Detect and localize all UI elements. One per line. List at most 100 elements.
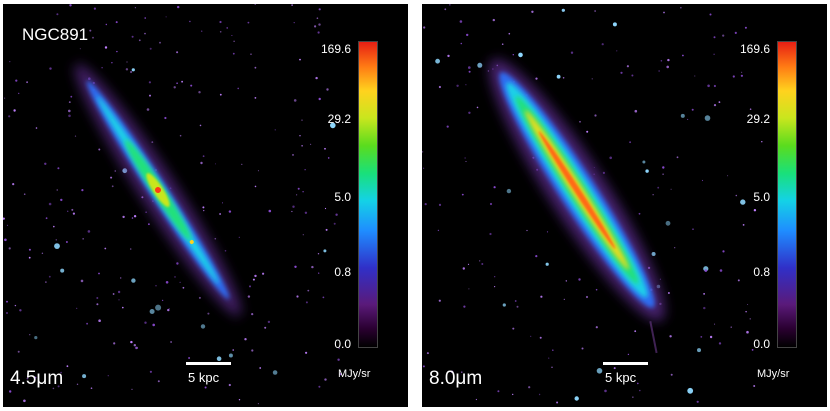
star-point: [111, 62, 113, 64]
star-point: [663, 11, 665, 14]
star-point: [251, 313, 254, 316]
star-point: [144, 32, 146, 35]
star-point: [6, 312, 8, 314]
star-point: [657, 186, 660, 189]
star-point: [79, 48, 81, 50]
star-point: [216, 356, 222, 362]
star-point: [249, 285, 251, 288]
star-point: [468, 111, 471, 115]
star-point: [293, 22, 295, 24]
star-point: [134, 7, 136, 9]
star-point: [501, 43, 504, 45]
star-point: [305, 301, 308, 304]
star-point: [66, 365, 69, 368]
star-point: [173, 86, 176, 89]
star-point: [696, 400, 699, 403]
star-point: [98, 148, 101, 151]
star-point: [238, 399, 241, 401]
star-point: [626, 65, 629, 68]
star-point: [669, 335, 672, 338]
star-point: [57, 167, 60, 170]
colorbar: [777, 41, 797, 348]
star-point: [131, 217, 134, 219]
star-point: [14, 304, 17, 307]
star-point: [12, 183, 15, 186]
star-point: [556, 401, 559, 404]
star-point: [35, 127, 38, 129]
star-point: [494, 286, 496, 288]
star-point: [639, 389, 641, 392]
star-point: [326, 88, 329, 91]
star-point: [90, 387, 93, 390]
star-point: [438, 85, 441, 89]
star-point: [26, 377, 29, 380]
star-point: [57, 385, 60, 388]
star-point: [324, 207, 327, 210]
star-point: [732, 75, 735, 78]
star-point: [115, 21, 118, 24]
star-point: [694, 75, 696, 77]
star-point: [601, 43, 604, 46]
star-point: [730, 326, 732, 328]
star-point: [49, 67, 52, 70]
star-point: [314, 25, 317, 28]
object-name-label: NGC891: [22, 25, 89, 44]
star-point: [116, 50, 118, 53]
star-point: [122, 215, 125, 219]
star-point: [740, 74, 743, 77]
star-point: [609, 156, 612, 160]
star-point: [228, 383, 231, 387]
star-point: [535, 255, 538, 258]
star-point: [23, 193, 26, 195]
star-point: [512, 54, 514, 56]
star-point: [272, 370, 278, 375]
star-point: [19, 309, 22, 312]
star-point: [244, 338, 247, 341]
star-point: [613, 367, 616, 370]
star-point: [207, 312, 210, 315]
star-point: [680, 7, 682, 9]
star-point: [56, 13, 59, 16]
star-point: [93, 7, 96, 10]
star-point: [318, 23, 321, 26]
colorbar-tick-min: 0.0: [753, 337, 770, 351]
star-point: [481, 263, 484, 265]
star-point: [23, 399, 26, 403]
star-point: [294, 265, 297, 268]
star-point: [642, 160, 646, 164]
star-point: [148, 81, 151, 84]
star-point: [181, 80, 184, 83]
star-point: [176, 82, 178, 84]
star-point: [86, 322, 88, 325]
star-point: [753, 385, 756, 387]
star-point: [545, 262, 549, 266]
colorbar-unit: MJy/sr: [338, 368, 371, 380]
star-point: [467, 263, 470, 265]
star-point: [638, 212, 641, 215]
star-point: [68, 109, 71, 113]
star-point: [449, 4, 451, 6]
star-point: [48, 202, 52, 206]
star-point: [65, 241, 68, 243]
star-point: [291, 4, 293, 6]
star-point: [634, 330, 637, 333]
star-point: [96, 303, 99, 306]
star-point: [311, 265, 314, 269]
star-point: [612, 22, 617, 27]
star-point: [98, 272, 100, 275]
star-point: [219, 31, 222, 33]
star-point: [60, 371, 62, 374]
star-point: [118, 299, 120, 301]
star-point: [55, 239, 57, 241]
star-point: [299, 135, 301, 137]
star-point: [535, 77, 538, 80]
colorbar: [358, 41, 378, 348]
star-point: [238, 236, 240, 238]
star-point: [107, 375, 109, 377]
star-point: [423, 26, 426, 29]
star-point: [540, 295, 543, 298]
star-point: [29, 334, 31, 336]
colorbar-tick: 0.8: [334, 265, 351, 279]
star-point: [202, 206, 205, 209]
star-point: [594, 10, 596, 12]
